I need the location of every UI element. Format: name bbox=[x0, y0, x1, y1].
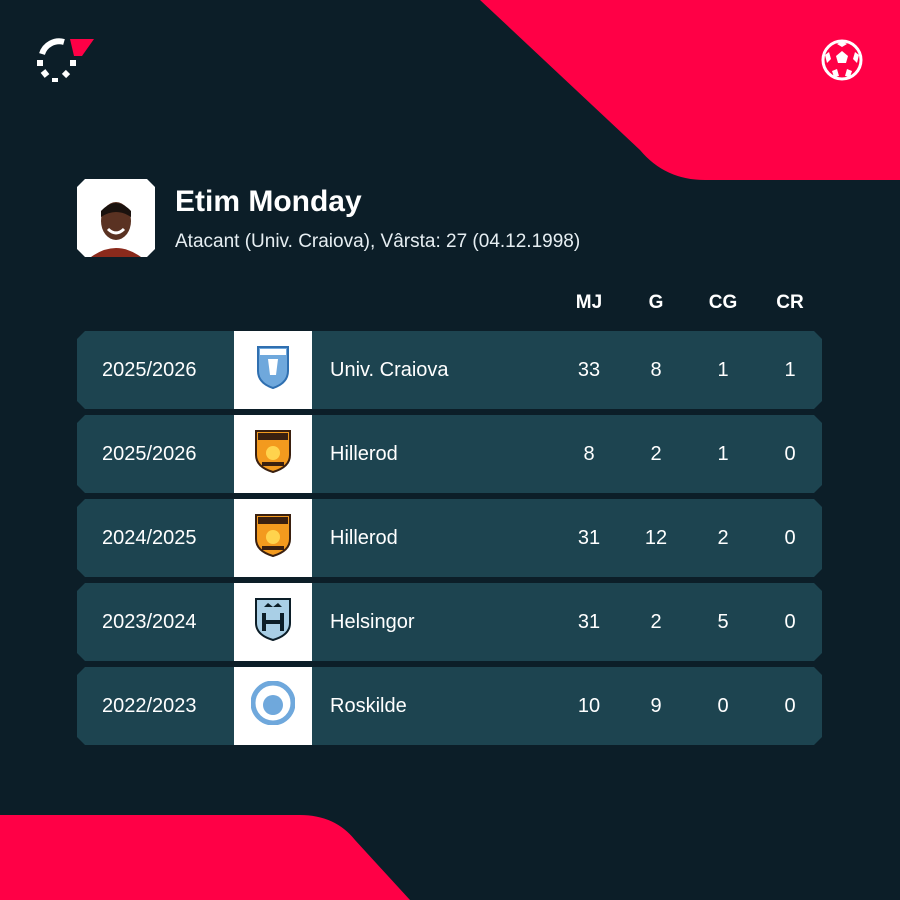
club-name: Hillerod bbox=[330, 527, 398, 549]
table-row: 2025/2026 Hillerod 8 2 1 0 bbox=[77, 415, 822, 493]
header-cr: CR bbox=[776, 292, 804, 313]
club-crest bbox=[234, 667, 312, 745]
club-name: Helsingor bbox=[330, 611, 415, 633]
red-cards: 1 bbox=[784, 359, 796, 381]
club-name: Univ. Craiova bbox=[330, 359, 449, 381]
player-photo bbox=[77, 179, 155, 257]
hillerod-crest-icon bbox=[254, 513, 292, 563]
matches: 10 bbox=[577, 695, 601, 717]
flashscore-logo-icon bbox=[37, 38, 94, 82]
club-name: Hillerod bbox=[330, 443, 398, 465]
football-icon bbox=[821, 39, 863, 81]
red-cards: 0 bbox=[784, 695, 796, 717]
helsingor-crest-icon bbox=[254, 597, 292, 647]
univ-craiova-crest-icon bbox=[256, 345, 290, 395]
yellow-cards: 1 bbox=[717, 359, 729, 381]
table-row: 2025/2026 Univ. Craiova 33 8 1 1 bbox=[77, 331, 822, 409]
season: 2022/2023 bbox=[102, 695, 197, 717]
club-name: Roskilde bbox=[330, 695, 407, 717]
red-cards: 0 bbox=[784, 443, 796, 465]
goals: 8 bbox=[650, 359, 662, 381]
player-name: Etim Monday bbox=[175, 185, 362, 218]
header-cg: CG bbox=[708, 292, 738, 313]
matches: 33 bbox=[577, 359, 601, 381]
yellow-cards: 0 bbox=[717, 695, 729, 717]
season: 2025/2026 bbox=[102, 359, 197, 381]
goals: 12 bbox=[644, 527, 668, 549]
player-avatar-icon bbox=[91, 202, 141, 257]
yellow-cards: 1 bbox=[717, 443, 729, 465]
goals: 2 bbox=[650, 443, 662, 465]
table-row: 2023/2024 Helsingor 31 2 5 0 bbox=[77, 583, 822, 661]
header-mj: MJ bbox=[575, 292, 603, 313]
club-crest bbox=[234, 331, 312, 409]
yellow-cards: 5 bbox=[717, 611, 729, 633]
table-row: 2024/2025 Hillerod 31 12 2 0 bbox=[77, 499, 822, 577]
season: 2024/2025 bbox=[102, 527, 197, 549]
red-cards: 0 bbox=[784, 611, 796, 633]
player-subtitle: Atacant (Univ. Craiova), Vârsta: 27 (04.… bbox=[175, 231, 581, 252]
header-g: G bbox=[648, 292, 664, 313]
club-crest bbox=[234, 583, 312, 661]
matches: 31 bbox=[577, 611, 601, 633]
season: 2025/2026 bbox=[102, 443, 197, 465]
roskilde-crest-icon bbox=[250, 680, 296, 731]
yellow-cards: 2 bbox=[717, 527, 729, 549]
season: 2023/2024 bbox=[102, 611, 197, 633]
hillerod-crest-icon bbox=[254, 429, 292, 479]
table-row: 2022/2023 Roskilde 10 9 0 0 bbox=[77, 667, 822, 745]
matches: 31 bbox=[577, 527, 601, 549]
goals: 9 bbox=[650, 695, 662, 717]
matches: 8 bbox=[583, 443, 595, 465]
goals: 2 bbox=[650, 611, 662, 633]
red-cards: 0 bbox=[784, 527, 796, 549]
club-crest bbox=[234, 415, 312, 493]
club-crest bbox=[234, 499, 312, 577]
